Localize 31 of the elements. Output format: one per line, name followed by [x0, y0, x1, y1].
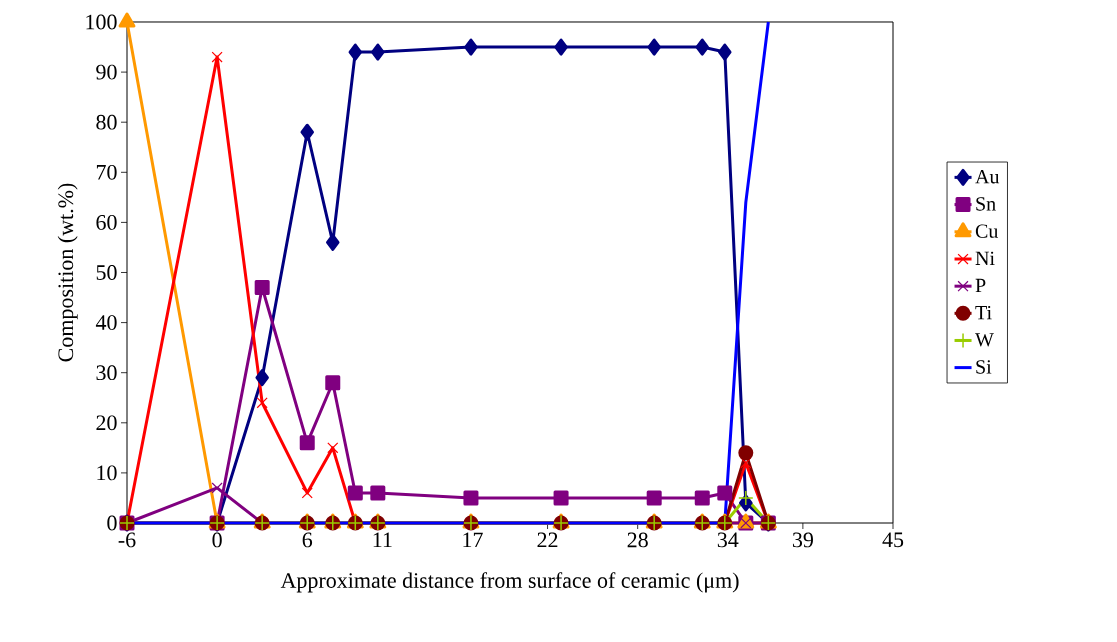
legend-label: Cu: [975, 224, 999, 238]
legend-label: Ti: [975, 305, 992, 320]
y-tick-label: 0: [107, 515, 117, 531]
y-tick-label: 30: [96, 365, 117, 381]
x-tick-label: 34: [717, 532, 739, 548]
y-tick-label: 100: [86, 14, 117, 30]
y-tick-label: 10: [97, 465, 117, 481]
x-tick-label: 6: [302, 532, 313, 548]
x-tick-label: 11: [373, 532, 392, 548]
legend-label: Sn: [976, 197, 996, 211]
legend-label: Si: [976, 360, 992, 374]
y-tick-label: 90: [96, 64, 117, 80]
y-tick-label: 40: [95, 315, 117, 331]
legend-label: Au: [975, 170, 1000, 184]
x-tick-label: 28: [627, 532, 648, 548]
x-tick-label: 39: [792, 532, 813, 548]
legend-label: P: [975, 278, 986, 292]
x-tick-label: -6: [118, 532, 136, 548]
y-tick-label: 70: [96, 164, 117, 180]
x-tick-label: 22: [537, 532, 558, 548]
x-tick-label: 45: [882, 532, 904, 548]
y-axis-title: Composition (wt.%): [57, 183, 78, 362]
legend-label: W: [975, 333, 994, 347]
x-tick-label: 0: [212, 532, 222, 548]
y-tick-label: 20: [96, 415, 117, 431]
y-tick-label: 80: [96, 114, 117, 130]
x-axis-title: Approximate distance from surface of ceramic (μm): [280, 572, 739, 593]
y-tick-label: 50: [96, 265, 117, 280]
x-tick-label: 17: [463, 532, 483, 548]
y-tick-label: 60: [96, 214, 117, 230]
legend-label: Ni: [975, 251, 995, 265]
